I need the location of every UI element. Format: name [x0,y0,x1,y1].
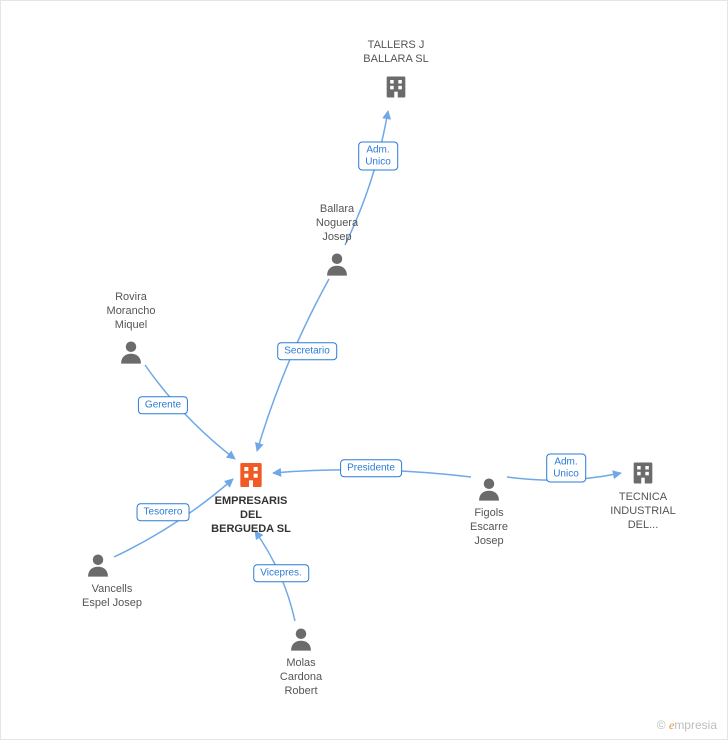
node-molas: Molas Cardona Robert [256,625,346,698]
node-tecnica: TECNICA INDUSTRIAL DEL... [598,459,688,532]
node-label: TECNICA INDUSTRIAL DEL... [598,491,688,532]
copyright-symbol: © [657,718,666,732]
watermark: © empresia [657,718,717,733]
node-figols: Figols Escarre Josep [444,475,534,548]
edge-label: Adm. Unico [546,454,586,483]
node-label: Figols Escarre Josep [444,507,534,548]
person-icon [86,338,176,366]
company-highlight-icon [206,459,296,491]
edge-label: Secretario [277,342,337,360]
node-label: Vancells Espel Josep [67,583,157,611]
node-label: Rovira Morancho Miquel [86,291,176,332]
edge-line [257,279,329,451]
person-icon [53,551,143,579]
node-label: EMPRESARIS DEL BERGUEDA SL [206,495,296,536]
edge-label: Tesorero [137,503,190,521]
company-icon [351,73,441,101]
node-label: Ballara Noguera Josep [292,203,382,244]
node-label: Molas Cardona Robert [256,657,346,698]
person-icon [444,475,534,503]
watermark-text: mpresia [674,718,717,732]
node-ballara: Ballara Noguera Josep [292,203,382,282]
node-rovira: Rovira Morancho Miquel [86,291,176,370]
edge-label: Gerente [138,396,188,414]
person-icon [256,625,346,653]
node-center: EMPRESARIS DEL BERGUEDA SL [206,459,296,536]
company-icon [598,459,688,487]
edge-label: Presidente [340,459,402,477]
edge-label: Vicepres. [253,564,309,582]
node-label: TALLERS J BALLARA SL [351,39,441,67]
edge-label: Adm. Unico [358,142,398,171]
edges-layer [1,1,728,740]
node-tallers: TALLERS J BALLARA SL [351,39,441,105]
org-network-diagram: EMPRESARIS DEL BERGUEDA SL TALLERS J BALL… [0,0,728,740]
node-vancells: Vancells Espel Josep [53,551,143,611]
person-icon [292,250,382,278]
